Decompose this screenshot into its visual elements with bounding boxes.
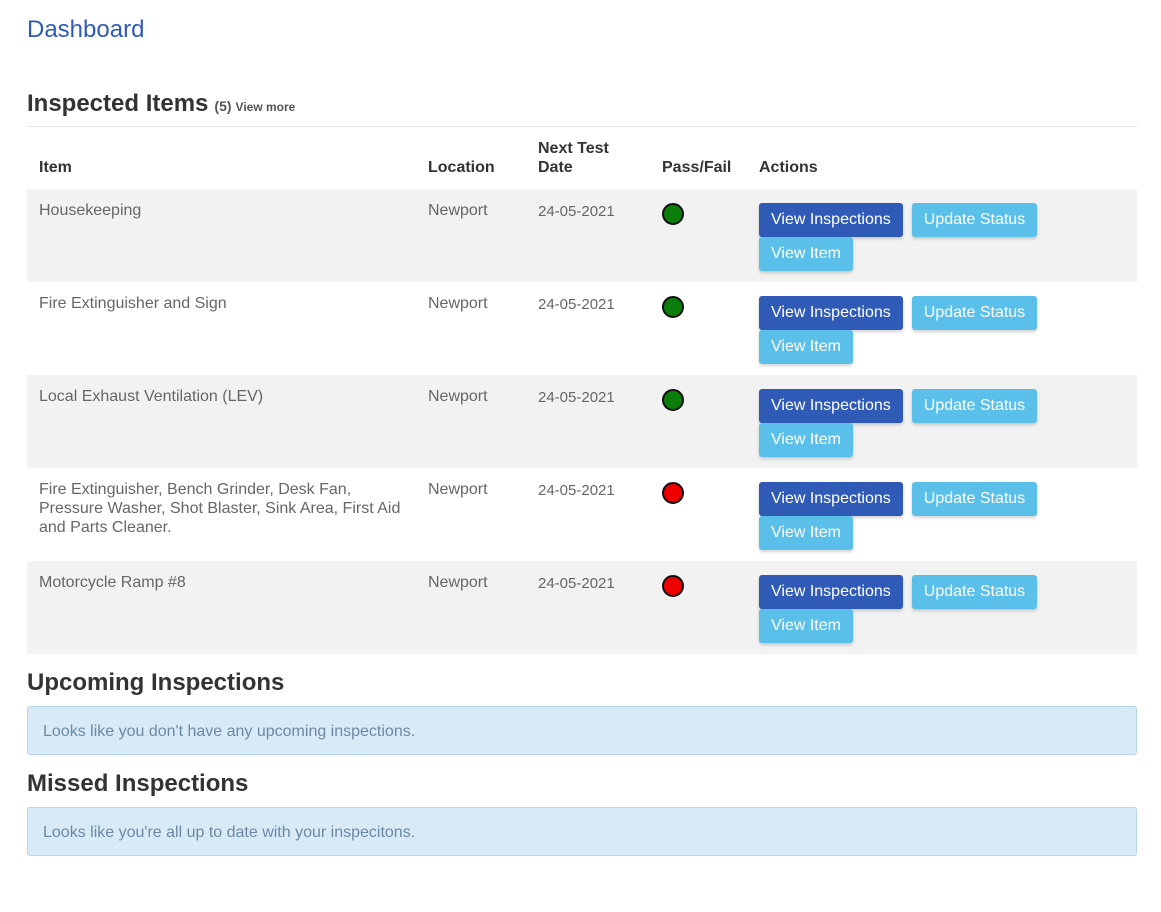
column-header-next-test-date-label: Next Test Date bbox=[538, 140, 609, 176]
item-location: Newport bbox=[428, 481, 488, 498]
update-status-button[interactable]: Update Status bbox=[911, 482, 1038, 516]
table-row: Fire Extinguisher and Sign Newport 24-05-2… bbox=[27, 282, 1137, 375]
item-next-test-date: 24-05-2021 bbox=[538, 203, 615, 220]
item-actions: View Inspections Update Status View Item bbox=[747, 561, 1137, 654]
item-name: Fire Extinguisher and Sign bbox=[39, 295, 227, 312]
update-status-button[interactable]: Update Status bbox=[911, 296, 1038, 330]
missed-inspections-alert: Looks like you're all up to date with yo… bbox=[27, 807, 1137, 856]
item-name: Housekeeping bbox=[39, 202, 142, 219]
update-status-button[interactable]: Update Status bbox=[911, 575, 1038, 609]
item-next-test-date: 24-05-2021 bbox=[538, 482, 615, 499]
item-next-test-date: 24-05-2021 bbox=[538, 389, 615, 406]
fail-status-icon bbox=[662, 575, 684, 597]
table-row: Motorcycle Ramp #8 Newport 24-05-2021 View … bbox=[27, 561, 1137, 654]
item-actions: View Inspections Update Status View Item bbox=[747, 189, 1137, 282]
item-next-test-date: 24-05-2021 bbox=[538, 575, 615, 592]
dashboard-page: Dashboard Inspected Items (5) View more … bbox=[27, 16, 1137, 856]
update-status-button[interactable]: Update Status bbox=[911, 203, 1038, 237]
item-actions: View Inspections Update Status View Item bbox=[747, 375, 1137, 468]
page-title: Dashboard bbox=[27, 16, 145, 43]
update-status-button[interactable]: Update Status bbox=[911, 389, 1038, 423]
inspected-items-count: (5) bbox=[214, 98, 232, 114]
table-row: Housekeeping Newport 24-05-2021 View Inspec… bbox=[27, 189, 1137, 282]
item-pass-fail-cell bbox=[650, 375, 747, 468]
view-inspections-button[interactable]: View Inspections bbox=[759, 203, 903, 237]
table-header-row: Item Location Next Test Date Pass/Fail A… bbox=[27, 127, 1137, 189]
column-header-item: Item bbox=[39, 159, 72, 176]
inspected-items-heading: Inspected Items bbox=[27, 90, 209, 117]
item-pass-fail-cell bbox=[650, 189, 747, 282]
missed-inspections-heading: Missed Inspections bbox=[27, 770, 249, 797]
item-name: Fire Extinguisher, Bench Grinder, Desk F… bbox=[39, 481, 401, 536]
item-pass-fail-cell bbox=[650, 561, 747, 654]
column-header-location: Location bbox=[428, 159, 495, 176]
item-location: Newport bbox=[428, 388, 488, 405]
view-inspections-button[interactable]: View Inspections bbox=[759, 296, 903, 330]
column-header-pass-fail: Pass/Fail bbox=[662, 159, 732, 176]
item-location: Newport bbox=[428, 574, 488, 591]
column-header-actions: Actions bbox=[759, 159, 818, 176]
view-inspections-button[interactable]: View Inspections bbox=[759, 482, 903, 516]
upcoming-inspections-alert: Looks like you don't have any upcoming i… bbox=[27, 706, 1137, 755]
inspected-items-header: Inspected Items (5) View more bbox=[27, 90, 1137, 127]
view-more-link[interactable]: View more bbox=[235, 100, 296, 114]
view-item-button[interactable]: View Item bbox=[759, 609, 853, 643]
table-body: Housekeeping Newport 24-05-2021 View Inspec… bbox=[27, 189, 1137, 654]
view-item-button[interactable]: View Item bbox=[759, 516, 853, 550]
view-inspections-button[interactable]: View Inspections bbox=[759, 575, 903, 609]
pass-status-icon bbox=[662, 296, 684, 318]
view-item-button[interactable]: View Item bbox=[759, 237, 853, 271]
fail-status-icon bbox=[662, 482, 684, 504]
item-actions: View Inspections Update Status View Item bbox=[747, 468, 1137, 561]
item-pass-fail-cell bbox=[650, 468, 747, 561]
item-next-test-date: 24-05-2021 bbox=[538, 296, 615, 313]
column-header-next-test-date: Next Test Date bbox=[526, 127, 650, 189]
item-actions: View Inspections Update Status View Item bbox=[747, 282, 1137, 375]
view-item-button[interactable]: View Item bbox=[759, 423, 853, 457]
item-pass-fail-cell bbox=[650, 282, 747, 375]
view-item-button[interactable]: View Item bbox=[759, 330, 853, 364]
item-name: Local Exhaust Ventilation (LEV) bbox=[39, 388, 264, 405]
inspected-items-table: Item Location Next Test Date Pass/Fail A… bbox=[27, 127, 1137, 654]
item-location: Newport bbox=[428, 202, 488, 219]
pass-status-icon bbox=[662, 389, 684, 411]
view-inspections-button[interactable]: View Inspections bbox=[759, 389, 903, 423]
upcoming-inspections-heading: Upcoming Inspections bbox=[27, 669, 285, 696]
pass-status-icon bbox=[662, 203, 684, 225]
item-location: Newport bbox=[428, 295, 488, 312]
item-name: Motorcycle Ramp #8 bbox=[39, 574, 186, 591]
table-row: Fire Extinguisher, Bench Grinder, Desk F… bbox=[27, 468, 1137, 561]
table-row: Local Exhaust Ventilation (LEV) Newport 24… bbox=[27, 375, 1137, 468]
